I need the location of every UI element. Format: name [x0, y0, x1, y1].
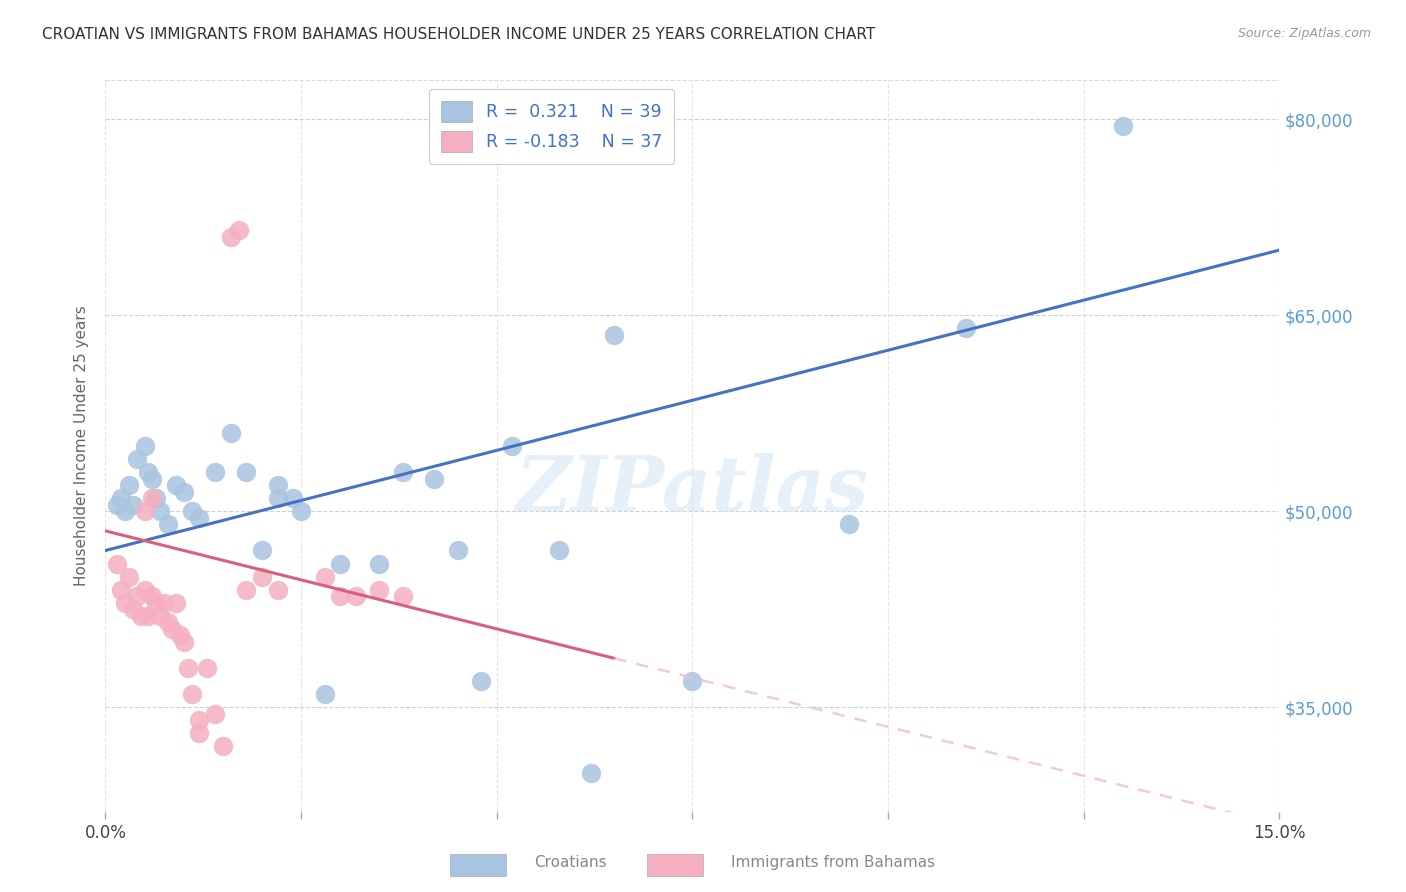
Point	[134, 439, 156, 453]
Point	[250, 543, 273, 558]
Y-axis label: Householder Income Under 25 years: Householder Income Under 25 years	[73, 306, 89, 586]
Point	[149, 504, 172, 518]
Point	[160, 622, 183, 636]
Point	[195, 661, 218, 675]
Point	[211, 739, 233, 754]
Point	[125, 452, 148, 467]
Point	[266, 491, 288, 506]
Point	[266, 582, 288, 597]
Point	[266, 478, 288, 492]
Point	[188, 714, 211, 728]
Point	[235, 582, 257, 597]
Point	[173, 484, 195, 499]
Point	[838, 517, 860, 532]
Point	[235, 465, 257, 479]
Point	[204, 706, 226, 721]
Point	[368, 582, 391, 597]
Point	[149, 608, 172, 623]
Point	[368, 557, 391, 571]
Point	[219, 425, 242, 440]
Point	[392, 465, 415, 479]
Point	[105, 557, 128, 571]
Point	[134, 504, 156, 518]
Point	[176, 661, 198, 675]
Point	[145, 491, 167, 506]
Point	[141, 589, 163, 603]
Point	[250, 569, 273, 583]
Point	[955, 321, 977, 335]
Point	[344, 589, 367, 603]
Point	[204, 465, 226, 479]
Text: CROATIAN VS IMMIGRANTS FROM BAHAMAS HOUSEHOLDER INCOME UNDER 25 YEARS CORRELATIO: CROATIAN VS IMMIGRANTS FROM BAHAMAS HOUS…	[42, 27, 876, 42]
Legend: R =  0.321    N = 39, R = -0.183    N = 37: R = 0.321 N = 39, R = -0.183 N = 37	[429, 89, 675, 164]
Point	[165, 596, 187, 610]
Point	[548, 543, 571, 558]
Point	[125, 589, 148, 603]
Point	[447, 543, 470, 558]
Text: ZIPatlas: ZIPatlas	[516, 453, 869, 527]
Point	[173, 635, 195, 649]
Text: Source: ZipAtlas.com: Source: ZipAtlas.com	[1237, 27, 1371, 40]
Point	[121, 602, 143, 616]
Point	[157, 517, 180, 532]
Point	[329, 589, 352, 603]
Point	[603, 328, 626, 343]
Point	[121, 498, 143, 512]
Point	[314, 687, 336, 701]
Point	[180, 504, 202, 518]
Point	[114, 504, 136, 518]
Point	[314, 569, 336, 583]
Point	[138, 465, 160, 479]
Point	[579, 765, 602, 780]
Point	[228, 223, 250, 237]
Text: Croatians: Croatians	[534, 855, 607, 870]
Text: Immigrants from Bahamas: Immigrants from Bahamas	[731, 855, 935, 870]
Point	[138, 608, 160, 623]
Point	[423, 472, 446, 486]
Point	[682, 674, 704, 689]
Point	[141, 472, 163, 486]
Point	[188, 511, 211, 525]
Point	[1112, 119, 1135, 133]
Point	[165, 478, 187, 492]
Point	[110, 491, 132, 506]
Point	[118, 569, 141, 583]
Point	[118, 478, 141, 492]
Point	[129, 608, 152, 623]
Point	[290, 504, 312, 518]
Point	[283, 491, 305, 506]
Point	[501, 439, 523, 453]
Point	[188, 726, 211, 740]
Point	[110, 582, 132, 597]
Point	[141, 491, 163, 506]
Point	[219, 230, 242, 244]
Point	[392, 589, 415, 603]
Point	[329, 557, 352, 571]
Point	[145, 596, 167, 610]
Point	[114, 596, 136, 610]
Point	[134, 582, 156, 597]
Point	[180, 687, 202, 701]
Point	[153, 596, 176, 610]
Point	[157, 615, 180, 630]
Point	[169, 628, 191, 642]
Point	[105, 498, 128, 512]
Point	[470, 674, 492, 689]
